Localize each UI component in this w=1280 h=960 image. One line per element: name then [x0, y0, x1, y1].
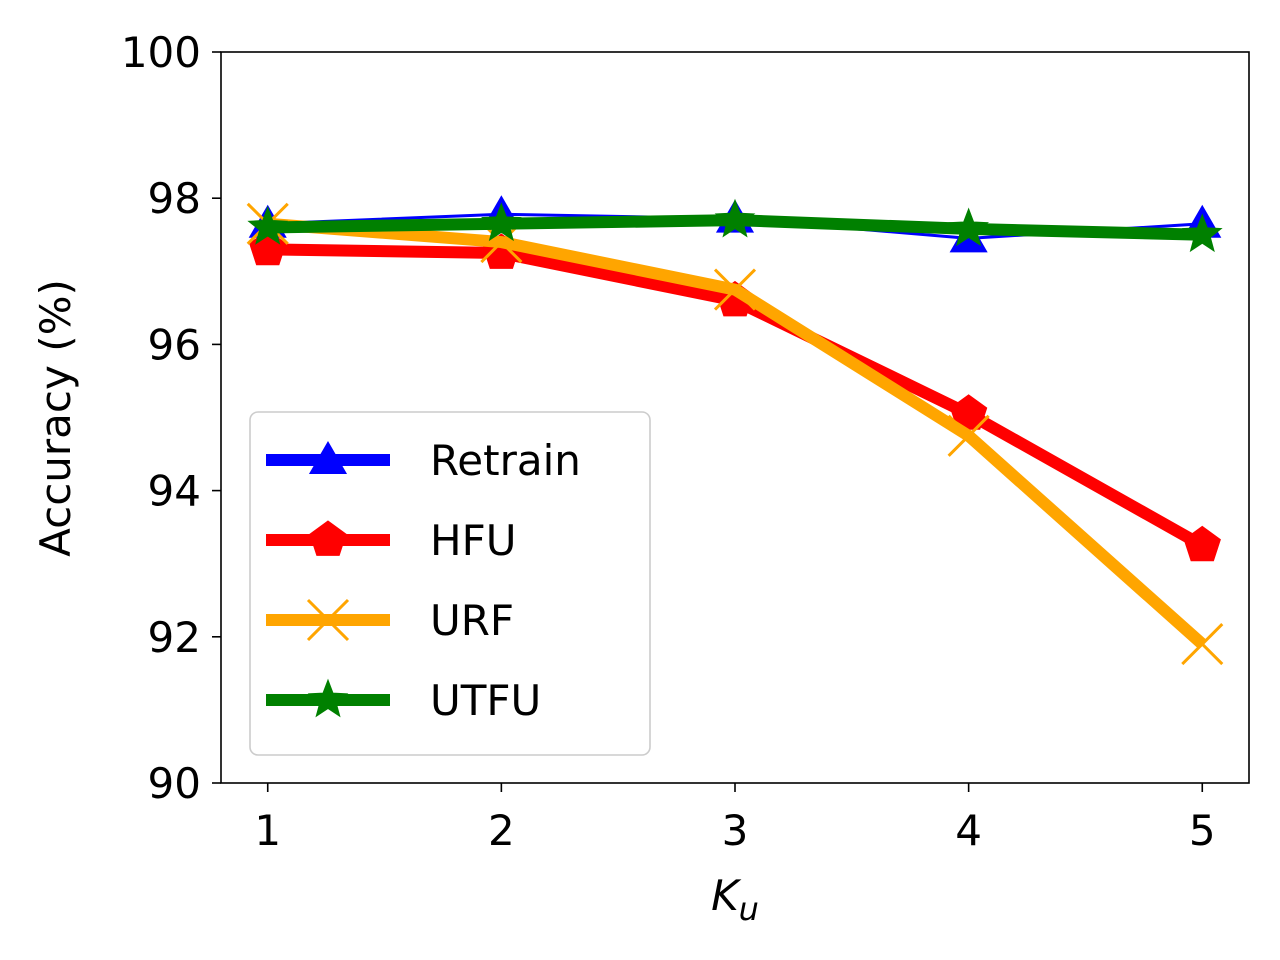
- data-point-utfu: [948, 207, 989, 247]
- y-axis: 90 92 94 96 98 100: [121, 28, 221, 808]
- data-point-urf: [947, 414, 990, 457]
- legend-entries: Retrain HFU URF UTFU: [266, 436, 581, 725]
- series-utfu: [247, 198, 1223, 253]
- x-tick-label: 2: [488, 806, 515, 855]
- x-tick-label: 1: [254, 806, 281, 855]
- data-point-utfu: [714, 198, 756, 238]
- legend: Retrain HFU URF UTFU: [249, 411, 651, 756]
- legend-marker: [308, 441, 348, 474]
- data-point-utfu: [1181, 213, 1223, 253]
- x-axis-label-subscript: u: [739, 890, 759, 928]
- data-point-utfu: [247, 206, 289, 245]
- legend-item-urf: URF: [266, 596, 514, 645]
- series-layer: [246, 195, 1224, 666]
- legend-label: URF: [430, 596, 514, 645]
- legend-marker: [306, 598, 350, 642]
- y-tick-label: 90: [148, 759, 201, 808]
- y-tick-label: 92: [148, 613, 201, 662]
- y-tick-label: 96: [148, 320, 201, 369]
- y-tick-label: 98: [148, 174, 201, 223]
- legend-label: HFU: [430, 516, 516, 565]
- legend-label: UTFU: [430, 676, 541, 725]
- legend-marker: [307, 678, 349, 718]
- x-tick-label: 5: [1189, 806, 1216, 855]
- legend-item-utfu: UTFU: [266, 676, 541, 725]
- data-point-hfu: [1183, 525, 1221, 562]
- data-point-utfu: [481, 202, 522, 242]
- legend-item-hfu: HFU: [266, 516, 516, 565]
- y-tick-label: 94: [148, 467, 201, 516]
- x-tick-label: 3: [722, 806, 749, 855]
- x-axis-label-main: K: [711, 871, 742, 920]
- legend-marker: [309, 520, 347, 556]
- x-axis-label: Ku: [711, 871, 759, 928]
- x-tick-label: 4: [955, 806, 982, 855]
- y-tick-label: 100: [121, 28, 201, 77]
- legend-frame: [249, 411, 651, 756]
- legend-label: Retrain: [430, 436, 581, 485]
- data-point-urf: [1181, 623, 1224, 666]
- y-axis-label: Accuracy (%): [31, 279, 80, 557]
- data-point-urf: [713, 268, 757, 311]
- legend-item-retrain: Retrain: [266, 436, 581, 485]
- x-axis: 1 2 3 4 5: [254, 783, 1216, 855]
